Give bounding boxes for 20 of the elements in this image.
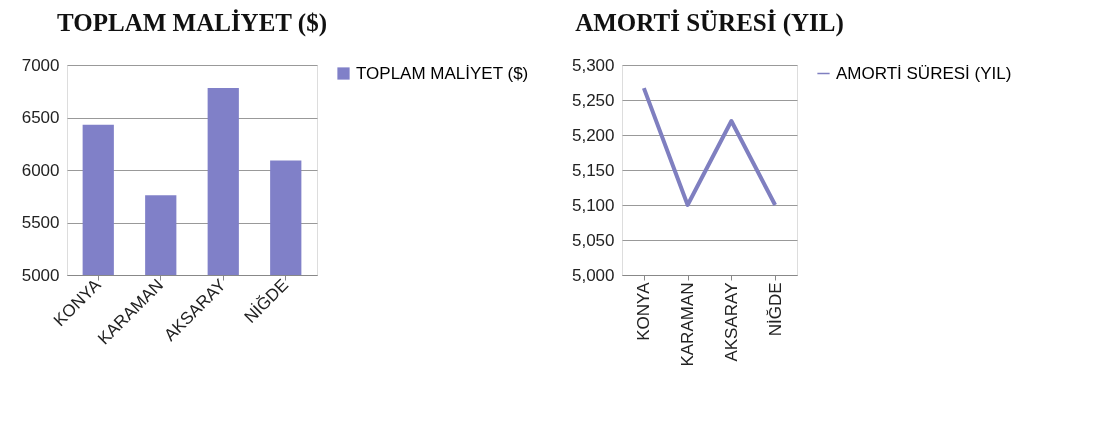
- y-tick-label: 5000: [21, 265, 60, 285]
- y-tick-label: 5,150: [571, 160, 615, 180]
- y-tick-label: 6000: [21, 160, 60, 180]
- y-tick-label: 6500: [21, 108, 60, 127]
- x-tick-label: NİĞDE: [765, 282, 785, 337]
- y-tick-label: 5,300: [571, 55, 615, 75]
- y-tick-label: 5,000: [571, 265, 615, 285]
- legend-label: TOPLAM MALİYET ($): [356, 63, 529, 83]
- chart-title: AMORTİ SÜRESİ (YIL): [575, 9, 844, 37]
- y-tick-label: 5,050: [571, 230, 615, 250]
- y-tick-label: 7000: [21, 55, 60, 75]
- chart-title: TOPLAM MALİYET ($): [57, 9, 327, 37]
- x-tick-label: KARAMAN: [678, 282, 698, 367]
- y-tick-label: 5,100: [571, 195, 615, 215]
- x-tick-label: KONYA: [634, 281, 654, 341]
- y-tick-label: 5,200: [571, 125, 615, 145]
- y-tick-label: 5,250: [571, 90, 615, 110]
- x-tick-label: AKSARAY: [721, 282, 741, 362]
- y-tick-label: 5500: [21, 213, 60, 232]
- legend-label: AMORTİ SÜRESİ (YIL): [836, 63, 1012, 83]
